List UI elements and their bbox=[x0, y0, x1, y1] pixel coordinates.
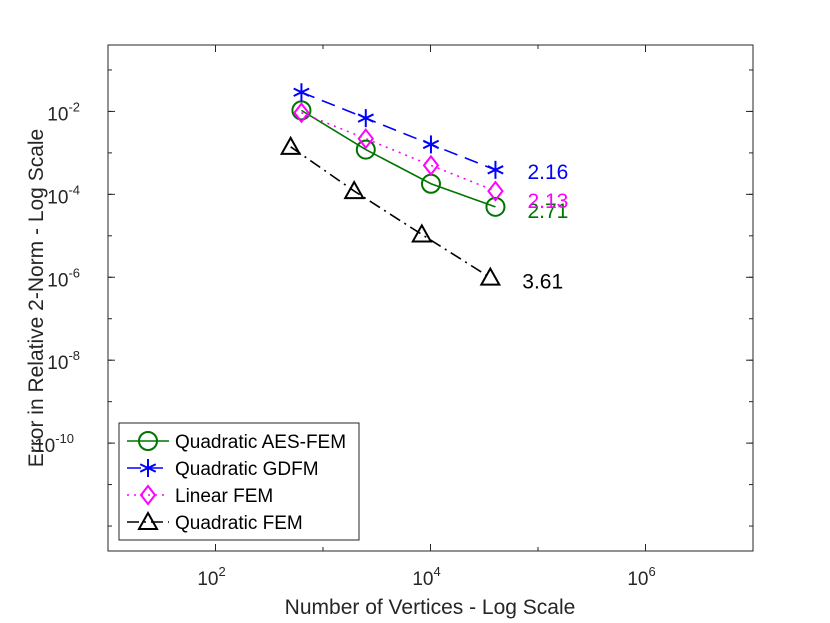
rate-label: 2.71 bbox=[527, 200, 568, 223]
x-tick-label-base: 10 bbox=[627, 569, 648, 590]
y-axis-label: Error in Relative 2-Norm - Log Scale bbox=[25, 129, 48, 467]
legend-entry: Quadratic AES-FEM bbox=[127, 431, 346, 453]
x-tick-label: 102 bbox=[197, 564, 225, 590]
x-tick-label-base: 10 bbox=[412, 569, 433, 590]
legend-marker bbox=[137, 510, 159, 531]
series-linear-fem bbox=[293, 102, 504, 202]
x-tick-label: 106 bbox=[627, 564, 655, 590]
legend-entry: Linear FEM bbox=[127, 484, 273, 507]
y-tick-label-exp: -8 bbox=[68, 348, 80, 363]
legend: Quadratic AES-FEM Quadratic GDFM Linear FE… bbox=[118, 422, 360, 541]
legend-label: Quadratic AES-FEM bbox=[175, 432, 346, 453]
data-point bbox=[291, 100, 312, 121]
series-line bbox=[290, 146, 491, 279]
y-tick-label-exp: -4 bbox=[68, 182, 80, 197]
y-tick-label-exp: -6 bbox=[68, 265, 80, 280]
data-point bbox=[485, 196, 506, 217]
x-tick-label-base: 10 bbox=[197, 569, 218, 590]
y-tick-label-base: 10 bbox=[47, 104, 68, 125]
legend-entries: Quadratic AES-FEM Quadratic GDFM Linear FE… bbox=[127, 431, 346, 534]
legend-entry: Quadratic GDFM bbox=[127, 459, 319, 480]
data-point-stroke bbox=[487, 165, 504, 175]
legend-label: Quadratic FEM bbox=[175, 513, 303, 534]
y-tick-label-base: 10 bbox=[47, 270, 68, 291]
x-tick-label: 104 bbox=[412, 564, 440, 590]
data-point bbox=[293, 102, 310, 124]
legend-marker bbox=[138, 431, 158, 451]
x-tick-label-exp: 4 bbox=[433, 564, 440, 579]
legend-box bbox=[118, 422, 360, 541]
rate-labels-layer: 2.71 2.16 2.13 3.61 bbox=[522, 161, 568, 294]
data-point bbox=[355, 139, 376, 160]
series-quadratic-fem bbox=[279, 135, 502, 286]
x-axis-label: Number of Vertices - Log Scale bbox=[285, 596, 576, 619]
y-tick-label-exp: -10 bbox=[55, 431, 74, 446]
legend-label: Linear FEM bbox=[175, 486, 273, 507]
y-tick-label: 10-6 bbox=[47, 265, 80, 291]
legend-label: Quadratic GDFM bbox=[175, 459, 319, 480]
legend-marker-stroke bbox=[139, 463, 157, 473]
data-point-stroke bbox=[422, 139, 440, 150]
x-tick-label-exp: 6 bbox=[648, 564, 655, 579]
y-tick-label-base: 10 bbox=[47, 353, 68, 374]
data-point bbox=[411, 223, 433, 243]
y-tick-label-base: 10 bbox=[47, 187, 68, 208]
y-tick-label: 10-8 bbox=[47, 348, 80, 374]
data-point bbox=[479, 266, 502, 286]
data-point bbox=[357, 109, 374, 128]
data-point-stroke bbox=[293, 87, 310, 97]
y-tick-label: 10-10 bbox=[34, 431, 74, 457]
series-quadratic-gdfm bbox=[293, 83, 504, 179]
rate-label: 2.16 bbox=[527, 161, 568, 184]
data-point bbox=[422, 154, 440, 176]
data-point bbox=[422, 135, 440, 154]
data-point bbox=[487, 180, 504, 202]
series-layer bbox=[279, 83, 506, 286]
legend-marker bbox=[139, 459, 157, 477]
rate-label: 3.61 bbox=[522, 271, 563, 294]
y-tick-label: 10-4 bbox=[47, 182, 80, 208]
rate-label: 2.13 bbox=[527, 190, 568, 213]
series-line bbox=[301, 109, 496, 208]
data-point bbox=[293, 83, 310, 102]
data-point-stroke bbox=[357, 113, 374, 123]
data-point bbox=[357, 128, 375, 150]
data-point bbox=[487, 160, 504, 179]
y-tick-label-exp: -2 bbox=[68, 99, 80, 114]
data-point bbox=[343, 180, 365, 200]
data-point bbox=[279, 135, 302, 155]
y-tick-label: 10-2 bbox=[47, 99, 80, 125]
legend-entry: Quadratic FEM bbox=[127, 510, 303, 534]
y-tick-label-base: 10 bbox=[34, 436, 55, 457]
series-line bbox=[301, 91, 496, 171]
legend-marker bbox=[139, 484, 157, 506]
x-tick-label-exp: 2 bbox=[218, 564, 225, 579]
